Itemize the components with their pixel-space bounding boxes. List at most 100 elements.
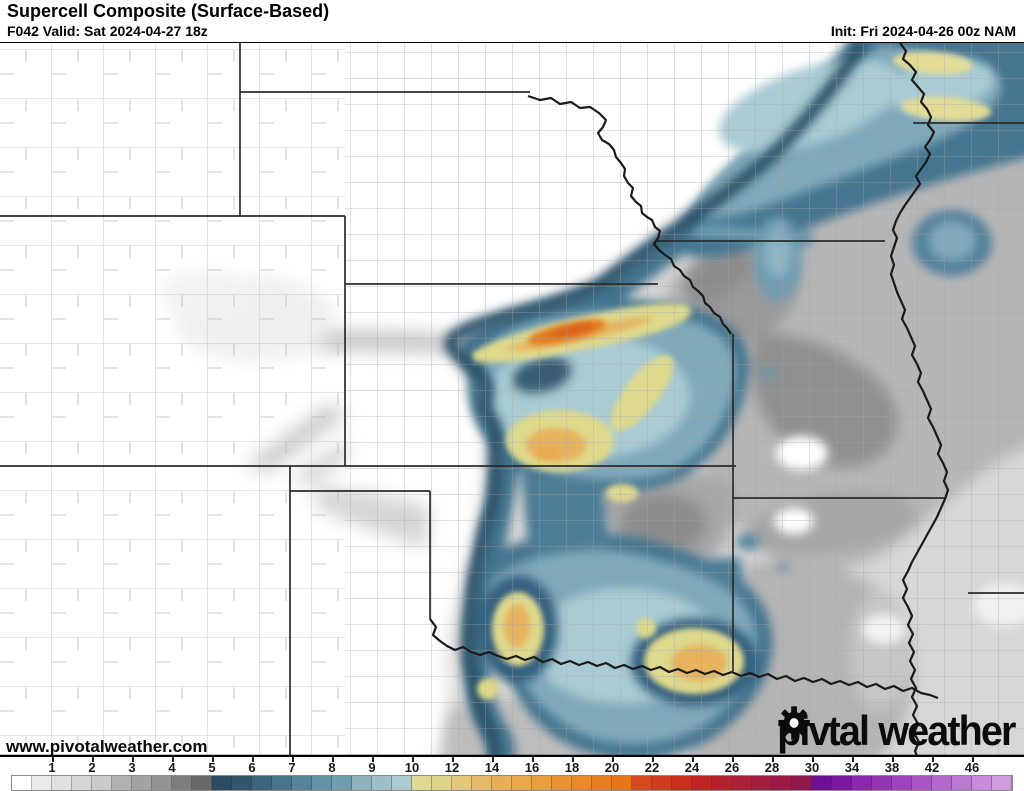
colorbar-label: 42 — [924, 760, 940, 775]
colorbar-cell — [432, 776, 452, 790]
colorbar-tick — [372, 757, 374, 762]
colorbar-cell — [872, 776, 892, 790]
state-borders — [0, 43, 1024, 756]
colorbar-tick — [292, 757, 294, 762]
colorbar-label: 26 — [724, 760, 740, 775]
colorbar-cell — [472, 776, 492, 790]
colorbar-cell — [492, 776, 512, 790]
missouri-river — [527, 94, 732, 335]
colorbar-cell — [292, 776, 312, 790]
colorbar-cell — [312, 776, 332, 790]
colorbar-cell — [12, 776, 32, 790]
colorbar-tick — [92, 757, 94, 762]
colorbar-labels: 1 2 3 4 5 6 7 8 9 10 12 14 16 18 20 22 24 26 28 30 34 38 42 46 — [0, 760, 1024, 775]
colorbar-cell — [152, 776, 172, 790]
colorbar-cell — [192, 776, 212, 790]
page-title: Supercell Composite (Surface-Based) — [7, 1, 330, 21]
mississippi-river — [889, 43, 950, 756]
colorbar-cell — [772, 776, 792, 790]
colorbar-tick — [412, 757, 414, 762]
colorbar-cell — [452, 776, 472, 790]
colorbar-cell — [632, 776, 652, 790]
map-svg — [0, 43, 1024, 756]
colorbar-tick — [612, 757, 614, 762]
header: Supercell Composite (Surface-Based) F042… — [0, 0, 1024, 43]
colorbar-tick — [732, 757, 734, 762]
river-lines — [429, 43, 950, 756]
colorbar-cell — [212, 776, 232, 790]
colorbar-tick — [332, 757, 334, 762]
colorbar-cell — [512, 776, 532, 790]
colorbar-cell — [532, 776, 552, 790]
valid-time-label: F042 Valid: Sat 2024-04-27 18z — [7, 23, 208, 39]
colorbar-label: 18 — [564, 760, 580, 775]
colorbar-cell — [592, 776, 612, 790]
init-time-label: Init: Fri 2024-04-26 00z NAM — [830, 23, 1016, 39]
colorbar-cell — [32, 776, 52, 790]
colorbar-label: 9 — [368, 760, 376, 775]
colorbar-cell — [332, 776, 352, 790]
colorbar-tick — [532, 757, 534, 762]
colorbar-label: 46 — [964, 760, 980, 775]
watermark-url: www.pivotalweather.com — [6, 737, 208, 756]
colorbar-label: 4 — [168, 760, 176, 775]
logo-text-word2: weather — [877, 707, 1016, 754]
colorbar-cell — [972, 776, 992, 790]
colorbar-label: 24 — [684, 760, 700, 775]
colorbar-tick — [932, 757, 934, 762]
colorbar-cell — [92, 776, 112, 790]
colorbar-cell — [272, 776, 292, 790]
colorbar-cell — [252, 776, 272, 790]
colorbar-cell — [852, 776, 872, 790]
colorbar-cell — [732, 776, 752, 790]
colorbar-label: 8 — [328, 760, 336, 775]
colorbar-cells — [11, 775, 1013, 791]
forecast-map: www.pivotalweather.com pivtalweather — [0, 43, 1024, 756]
colorbar-cell — [652, 776, 672, 790]
colorbar-tick — [692, 757, 694, 762]
colorbar-label: 34 — [844, 760, 860, 775]
colorbar-tick — [452, 757, 454, 762]
colorbar-tick — [772, 757, 774, 762]
colorbar-cell — [752, 776, 772, 790]
colorbar-tick — [892, 757, 894, 762]
colorbar-label: 20 — [604, 760, 620, 775]
colorbar-cell — [912, 776, 932, 790]
colorbar-cell — [612, 776, 632, 790]
colorbar-label: 1 — [48, 760, 56, 775]
colorbar-tick — [252, 757, 254, 762]
logo-text-right: tal — [827, 707, 869, 754]
colorbar-label: 30 — [804, 760, 820, 775]
colorbar-cell — [952, 776, 972, 790]
colorbar-cell — [792, 776, 812, 790]
colorbar-cell — [812, 776, 832, 790]
colorbar-cell — [832, 776, 852, 790]
colorbar-ticks — [0, 757, 1024, 763]
colorbar-cell — [352, 776, 372, 790]
colorbar-cell — [572, 776, 592, 790]
colorbar-tick — [492, 757, 494, 762]
colorbar-tick — [132, 757, 134, 762]
colorbar-label: 2 — [88, 760, 96, 775]
colorbar-cell — [412, 776, 432, 790]
colorbar-label: 28 — [764, 760, 780, 775]
colorbar-label: 12 — [444, 760, 460, 775]
colorbar-cell — [392, 776, 412, 790]
colorbar-cell — [692, 776, 712, 790]
county-grid — [0, 43, 1024, 756]
colorbar-cell — [372, 776, 392, 790]
colorbar: 1 2 3 4 5 6 7 8 9 10 12 14 16 18 20 22 24 26 28 30 34 38 42 46 — [0, 756, 1024, 791]
colorbar-tick — [972, 757, 974, 762]
pivotal-weather-logo: pivtalweather — [777, 705, 1016, 757]
colorbar-cell — [552, 776, 572, 790]
colorbar-cell — [672, 776, 692, 790]
colorbar-cell — [932, 776, 952, 790]
colorbar-label: 6 — [248, 760, 256, 775]
colorbar-cell — [712, 776, 732, 790]
colorbar-label: 38 — [884, 760, 900, 775]
colorbar-cell — [232, 776, 252, 790]
colorbar-label: 7 — [288, 760, 296, 775]
colorbar-label: 3 — [128, 760, 136, 775]
colorbar-label: 14 — [484, 760, 500, 775]
